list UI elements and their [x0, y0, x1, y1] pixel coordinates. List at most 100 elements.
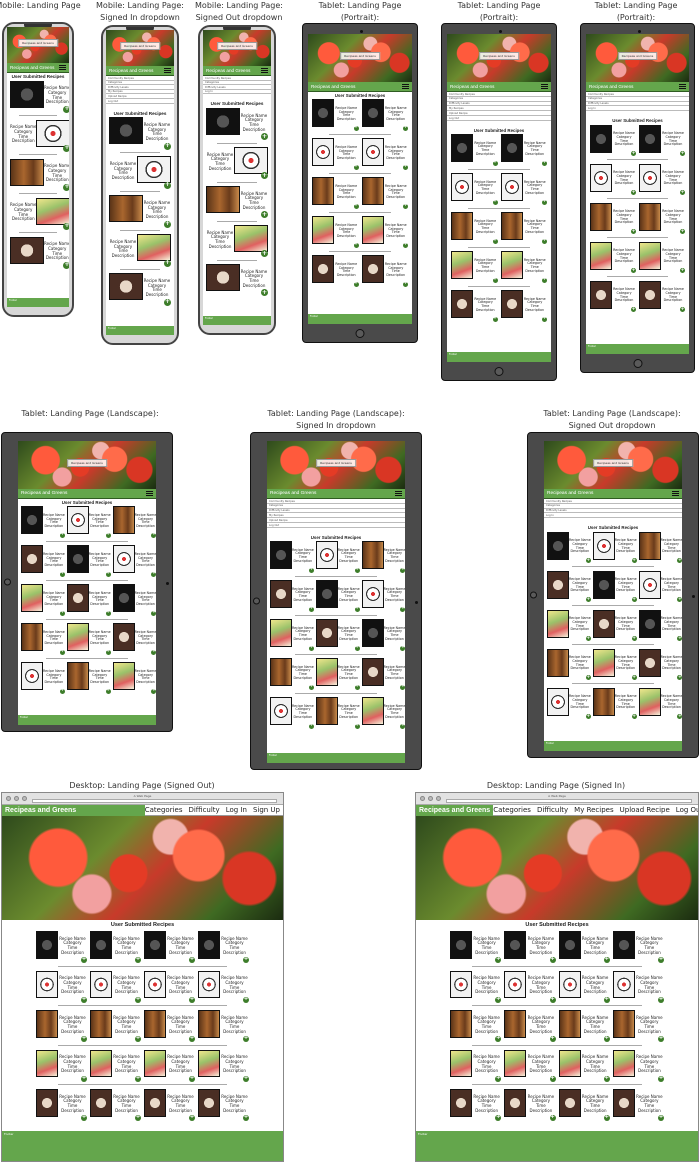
recipe-image[interactable]: [315, 697, 338, 726]
add-recipe-button[interactable]: +: [631, 228, 636, 235]
add-recipe-button[interactable]: +: [151, 649, 156, 656]
recipe-image[interactable]: [504, 970, 527, 999]
recipe-image[interactable]: [112, 545, 135, 574]
recipe-image[interactable]: [90, 931, 112, 959]
add-recipe-button[interactable]: +: [81, 1074, 87, 1082]
add-recipe-button[interactable]: +: [164, 258, 171, 267]
add-recipe-button[interactable]: +: [135, 1074, 141, 1082]
recipe-image[interactable]: [270, 619, 292, 648]
dropdown-item[interactable]: Difficulty Levels: [267, 509, 405, 514]
add-recipe-button[interactable]: +: [677, 596, 682, 603]
add-recipe-button[interactable]: +: [81, 1114, 87, 1122]
add-recipe-button[interactable]: +: [59, 571, 65, 578]
add-recipe-button[interactable]: +: [135, 1114, 141, 1122]
add-recipe-button[interactable]: +: [135, 995, 141, 1003]
recipe-image[interactable]: [639, 163, 661, 192]
add-recipe-button[interactable]: +: [261, 249, 268, 258]
recipe-image[interactable]: [66, 506, 89, 535]
brand-title[interactable]: Recipeas and Greens: [450, 84, 495, 89]
add-recipe-button[interactable]: +: [549, 995, 556, 1003]
minimize-button[interactable]: [14, 796, 19, 801]
add-recipe-button[interactable]: +: [631, 150, 636, 157]
tablet-home-button[interactable]: [253, 597, 260, 605]
recipe-image[interactable]: [198, 970, 220, 999]
recipe-image[interactable]: [639, 124, 661, 153]
add-recipe-button[interactable]: +: [680, 189, 685, 196]
add-recipe-button[interactable]: +: [151, 571, 156, 578]
recipe-image[interactable]: [315, 619, 338, 648]
recipe-image[interactable]: [206, 108, 240, 136]
tablet-home-button[interactable]: [633, 359, 642, 368]
add-recipe-button[interactable]: +: [261, 132, 268, 141]
add-recipe-button[interactable]: +: [677, 635, 682, 642]
recipe-image[interactable]: [500, 212, 523, 241]
add-recipe-button[interactable]: +: [585, 557, 591, 564]
recipe-image[interactable]: [315, 541, 338, 570]
add-recipe-button[interactable]: +: [658, 956, 664, 964]
recipe-image[interactable]: [10, 236, 44, 264]
dropdown-item[interactable]: Community Recipes: [203, 76, 271, 81]
maximize-button[interactable]: [436, 796, 441, 801]
recipe-image[interactable]: [36, 931, 58, 959]
tablet-home-button[interactable]: [355, 329, 365, 338]
add-recipe-button[interactable]: +: [603, 1114, 610, 1122]
add-recipe-button[interactable]: +: [59, 532, 65, 539]
recipe-image[interactable]: [592, 531, 615, 560]
dropdown-item[interactable]: Community Recipes: [586, 92, 689, 97]
recipe-image[interactable]: [612, 1049, 635, 1078]
recipe-image[interactable]: [639, 241, 661, 270]
add-recipe-button[interactable]: +: [403, 203, 408, 210]
add-recipe-button[interactable]: +: [603, 1074, 610, 1082]
recipe-image[interactable]: [112, 662, 135, 691]
recipe-image[interactable]: [361, 138, 384, 167]
add-recipe-button[interactable]: +: [400, 567, 405, 573]
add-recipe-button[interactable]: +: [658, 995, 664, 1003]
dropdown-item[interactable]: Difficulty Levels: [544, 509, 682, 514]
recipe-image[interactable]: [450, 970, 472, 999]
add-recipe-button[interactable]: +: [105, 649, 111, 656]
hamburger-menu-icon[interactable]: [146, 491, 153, 496]
add-recipe-button[interactable]: +: [542, 160, 547, 166]
add-recipe-button[interactable]: +: [243, 995, 249, 1003]
recipe-image[interactable]: [21, 506, 43, 535]
brand-title[interactable]: Recipeas and Greens: [547, 491, 594, 496]
add-recipe-button[interactable]: +: [308, 606, 314, 612]
add-recipe-button[interactable]: +: [354, 684, 360, 690]
recipe-image[interactable]: [638, 648, 661, 677]
recipe-image[interactable]: [451, 212, 473, 241]
maximize-button[interactable]: [22, 796, 27, 801]
add-recipe-button[interactable]: +: [63, 223, 69, 231]
recipe-image[interactable]: [451, 134, 473, 163]
add-recipe-button[interactable]: +: [549, 1114, 556, 1122]
nav-link[interactable]: Log In: [225, 806, 247, 814]
dropdown-item[interactable]: Log Out: [106, 99, 174, 104]
recipe-image[interactable]: [198, 1049, 220, 1078]
recipe-image[interactable]: [10, 158, 44, 186]
recipe-image[interactable]: [450, 931, 472, 959]
hamburger-menu-icon[interactable]: [164, 68, 171, 73]
recipe-image[interactable]: [21, 623, 43, 652]
brand-title[interactable]: Recipeas and Greens: [589, 84, 634, 89]
recipe-image[interactable]: [234, 225, 268, 253]
